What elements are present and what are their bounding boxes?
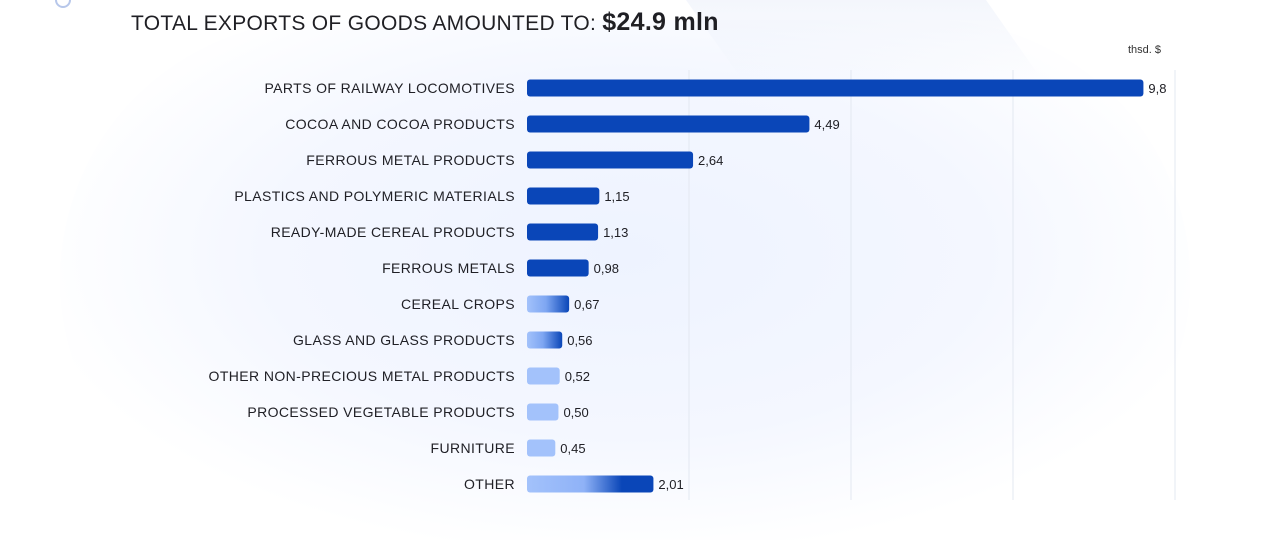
bar-9 [527,403,559,421]
value-label-11: 2,01 [658,477,683,492]
value-label-6: 0,67 [574,297,599,312]
category-label-6: CEREAL CROPS [401,296,515,312]
category-label-5: FERROUS METALS [382,260,515,276]
bar-8 [527,367,560,385]
bar-chart: PARTS OF RAILWAY LOCOMOTIVES 9,8 COCOA AND… [209,70,1176,500]
value-label-9: 0,50 [563,405,588,420]
category-label-4: READY-MADE CEREAL PRODUCTS [271,224,515,240]
bar-3 [527,187,600,205]
category-label-7: GLASS AND GLASS PRODUCTS [293,332,515,348]
value-label-10: 0,45 [560,441,585,456]
value-label-7: 0,56 [567,333,592,348]
value-label-3: 1,15 [604,189,629,204]
bar-7 [527,331,563,349]
value-label-1: 4,49 [814,117,839,132]
category-label-1: COCOA AND COCOA PRODUCTS [285,116,515,132]
category-label-0: PARTS OF RAILWAY LOCOMOTIVES [264,80,515,96]
category-label-3: PLASTICS AND POLYMERIC MATERIALS [234,188,515,204]
value-label-8: 0,52 [565,369,590,384]
category-label-10: FURNITURE [431,440,515,456]
chart-title-prefix: TOTAL EXPORTS OF GOODS AMOUNTED TO: [131,12,597,35]
value-label-5: 0,98 [594,261,619,276]
chart-title-amount: $24.9 mln [602,8,719,36]
grid-lines [688,70,1176,500]
bar-1 [527,115,810,133]
bar-5 [527,259,589,277]
bar-0 [527,79,1144,97]
category-label-9: PROCESSED VEGETABLE PRODUCTS [247,404,515,420]
category-label-2: FERROUS METAL PRODUCTS [306,152,515,168]
bars [527,79,1144,493]
bar-10 [527,439,556,457]
bar-4 [527,223,599,241]
category-label-8: OTHER NON-PRECIOUS METAL PRODUCTS [209,368,515,384]
bar-6 [527,295,570,313]
category-label-11: OTHER [464,476,515,492]
chart-title: TOTAL EXPORTS OF GOODS AMOUNTED TO: $24.9… [131,8,719,37]
value-label-4: 1,13 [603,225,628,240]
bar-11 [527,475,654,493]
bar-2 [527,151,694,169]
unit-label: thsd. $ [1128,44,1162,56]
value-label-0: 9,8 [1148,81,1166,96]
labels: PARTS OF RAILWAY LOCOMOTIVES 9,8 COCOA AND… [209,80,1167,492]
value-label-2: 2,64 [698,153,723,168]
